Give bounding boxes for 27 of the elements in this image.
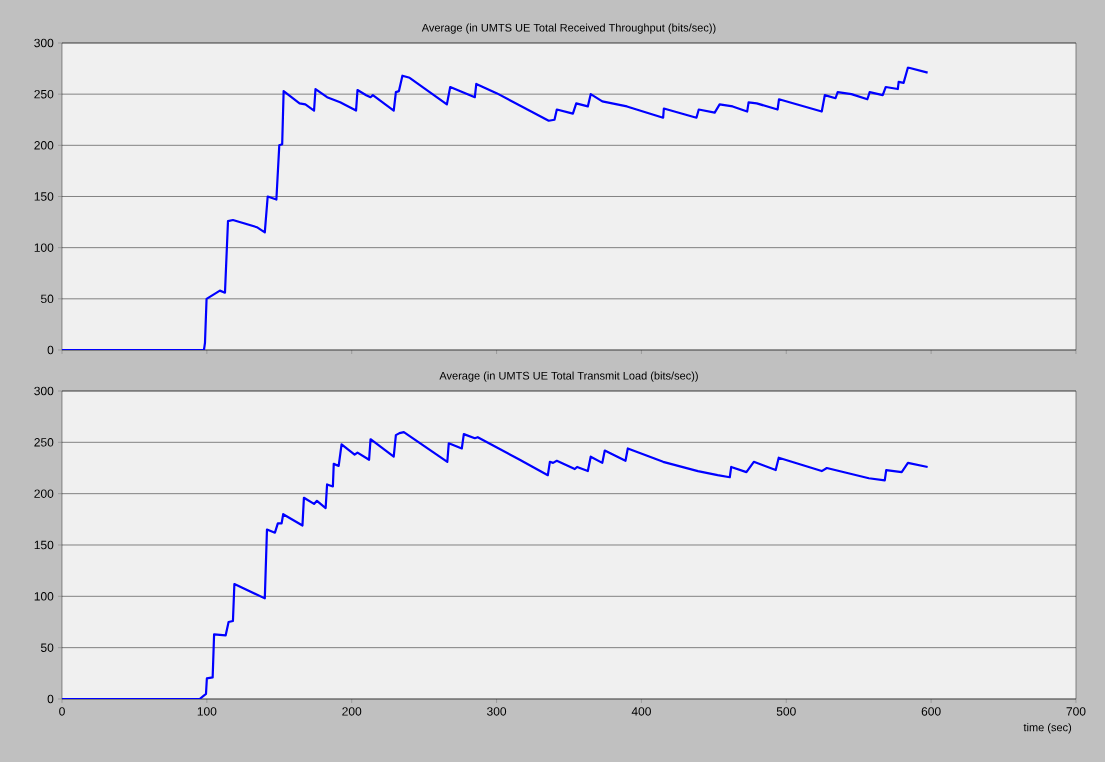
y-tick-label: 50 <box>40 643 54 652</box>
y-tick-label: 100 <box>34 243 54 252</box>
x-tick-label: 400 <box>631 707 651 716</box>
x-tick-label: 0 <box>59 707 65 716</box>
x-tick-label: 300 <box>487 707 507 716</box>
y-tick-label: 200 <box>34 489 54 498</box>
y-tick-label: 200 <box>34 141 54 150</box>
y-tick-label: 250 <box>34 438 54 447</box>
x-tick-label: 200 <box>342 707 362 716</box>
y-tick-label: 150 <box>34 540 54 550</box>
chart-title: Average (in UMTS UE Total Transmit Load (bits/sec)) <box>439 371 698 382</box>
y-tick-label: 300 <box>34 38 54 48</box>
y-tick-label: 300 <box>34 386 54 396</box>
y-tick-label: 100 <box>34 592 54 601</box>
y-tick-label: 0 <box>47 694 54 704</box>
x-tick-label: 100 <box>197 707 217 716</box>
line-series <box>62 430 929 699</box>
x-tick-label: 600 <box>921 707 941 716</box>
x-tick-label: 700 <box>1066 707 1086 716</box>
x-tick-label: 500 <box>776 707 796 716</box>
y-tick-label: 250 <box>34 89 54 99</box>
y-tick-label: 50 <box>40 294 54 304</box>
chart-title: Average (in UMTS UE Total Received Throughput (bits/sec)) <box>421 23 716 34</box>
y-tick-label: 0 <box>47 345 54 355</box>
x-axis-title: time (sec) <box>1023 723 1072 734</box>
line-series <box>62 66 929 350</box>
y-tick-label: 150 <box>34 192 54 201</box>
